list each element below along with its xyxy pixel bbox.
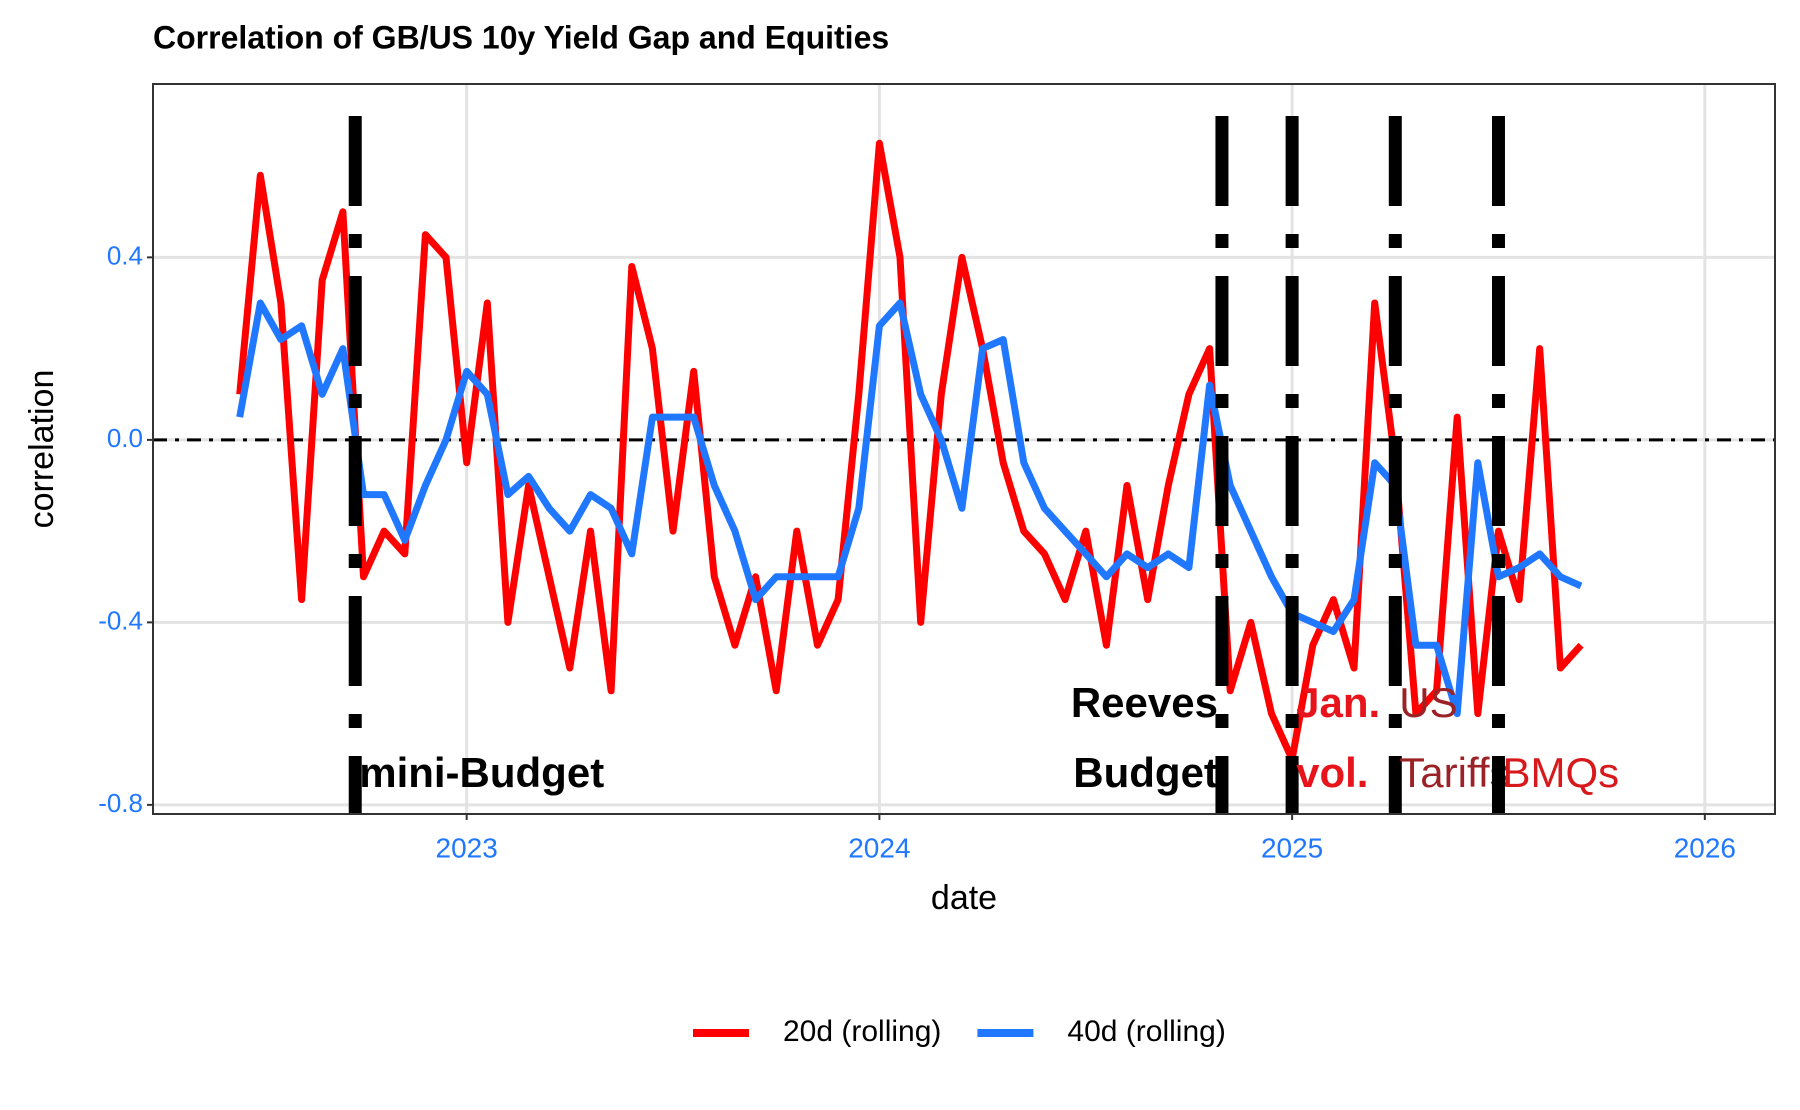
x-tick-label: 2026 <box>1674 832 1736 863</box>
y-tick-label: -0.4 <box>98 605 143 635</box>
x-axis-label: date <box>931 879 997 917</box>
y-tick-label: -0.8 <box>98 788 143 818</box>
event-label: mini-Budget <box>359 749 604 796</box>
series-line <box>236 139 1584 763</box>
y-tick-label: 0.0 <box>107 423 143 453</box>
event-label: Reeves <box>1071 679 1218 726</box>
y-tick-label: 0.4 <box>107 240 143 270</box>
y-axis-label: correlation <box>23 370 61 529</box>
event-label: Budget <box>1073 749 1218 796</box>
x-tick-label: 2023 <box>436 832 498 863</box>
event-label: US <box>1399 679 1457 726</box>
chart-title: Correlation of GB/US 10y Yield Gap and E… <box>153 19 889 55</box>
event-label: BMQs <box>1502 749 1619 796</box>
series-line <box>236 299 1583 718</box>
event-label: vol. <box>1296 749 1368 796</box>
panel-border <box>152 83 1776 815</box>
legend-label: 20d (rolling) <box>783 1015 941 1048</box>
x-tick-label: 2025 <box>1261 832 1323 863</box>
event-label: Jan. <box>1296 679 1380 726</box>
x-tick-label: 2024 <box>848 832 910 863</box>
legend-label: 40d (rolling) <box>1067 1015 1225 1048</box>
